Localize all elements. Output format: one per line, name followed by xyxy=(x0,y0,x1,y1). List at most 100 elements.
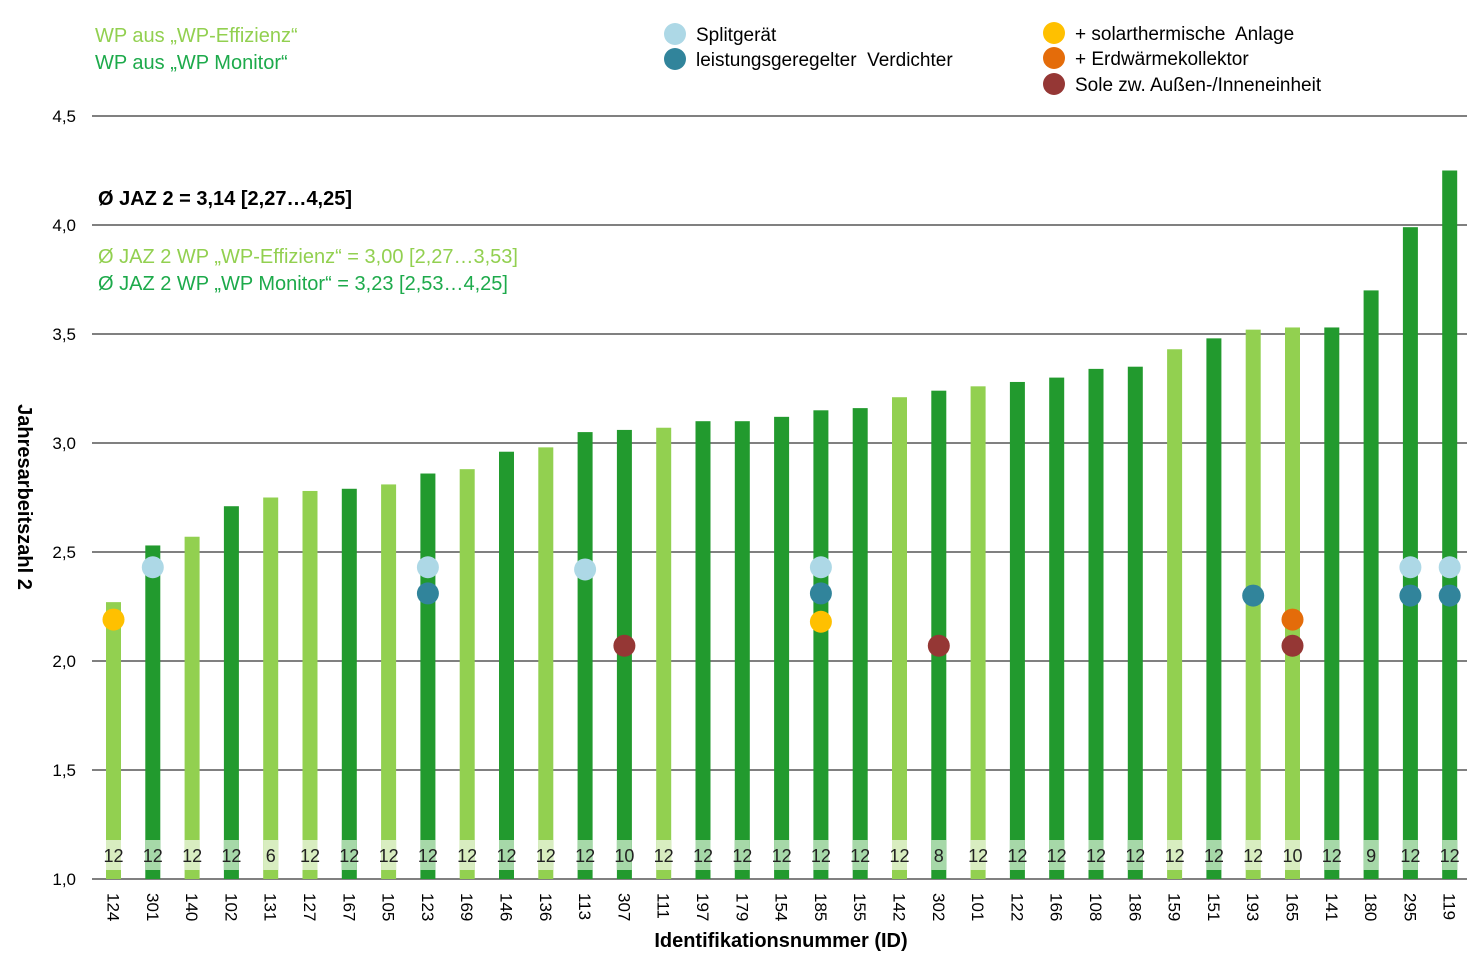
month-count-box xyxy=(813,840,829,870)
bar-167 xyxy=(341,488,357,879)
marker-solarthermisch-185 xyxy=(809,610,832,633)
bar-142 xyxy=(892,397,907,879)
bar-295 xyxy=(1402,227,1418,879)
x-tick-label-179: 179 xyxy=(732,893,751,921)
month-count-label: 12 xyxy=(732,846,752,866)
bar-185 xyxy=(813,410,829,879)
marker-splitgeraet-301 xyxy=(141,556,164,579)
bar-series xyxy=(106,170,1458,880)
x-tick-label-169: 169 xyxy=(457,893,476,921)
month-count-label: 12 xyxy=(496,846,516,866)
month-count-box xyxy=(459,840,475,870)
month-count-box xyxy=(892,840,907,870)
month-count-label: 12 xyxy=(457,846,477,866)
month-count-box xyxy=(1402,840,1418,870)
month-count-label: 12 xyxy=(1007,846,1027,866)
month-count-box xyxy=(1127,840,1143,870)
month-count-box xyxy=(381,840,397,870)
bar-127 xyxy=(302,490,318,879)
x-tick-label-102: 102 xyxy=(221,893,240,921)
marker-sole-307 xyxy=(613,634,636,657)
bar-111 xyxy=(656,427,672,879)
month-count-label: 12 xyxy=(418,846,438,866)
y-tick-label: 1,5 xyxy=(52,761,76,780)
month-count-box xyxy=(302,840,318,870)
x-tick-label-301: 301 xyxy=(143,893,162,921)
x-tick-label-111: 111 xyxy=(654,893,673,919)
bar-169 xyxy=(459,469,475,879)
month-count-label: 12 xyxy=(968,846,988,866)
y-tick-label: 1,0 xyxy=(52,870,76,889)
month-count-box xyxy=(1442,840,1458,870)
y-axis-title: Jahresarbeitszahl 2 xyxy=(13,404,35,590)
x-tick-label-105: 105 xyxy=(379,893,398,921)
x-tick-label-186: 186 xyxy=(1125,893,1144,921)
bar-102 xyxy=(223,506,239,879)
month-count-label: 12 xyxy=(143,846,163,866)
month-count-label: 12 xyxy=(1125,846,1145,866)
month-count-label: 12 xyxy=(811,846,831,866)
bar-146 xyxy=(499,451,514,879)
bar-122 xyxy=(1009,381,1025,879)
x-tick-label-124: 124 xyxy=(104,893,123,921)
month-count-label: 10 xyxy=(1282,846,1302,866)
month-count-label: 12 xyxy=(221,846,241,866)
month-count-label: 12 xyxy=(1322,846,1342,866)
month-count-box xyxy=(184,840,200,870)
month-count-box xyxy=(1245,840,1261,870)
month-count-box xyxy=(734,840,750,870)
month-count-box xyxy=(1363,840,1379,870)
bar-166 xyxy=(1049,377,1065,879)
y-tick-label: 2,0 xyxy=(52,652,76,671)
month-count-label: 10 xyxy=(614,846,634,866)
y-tick-label: 3,0 xyxy=(52,434,76,453)
marker-splitgeraet-185 xyxy=(809,556,832,579)
month-count-box xyxy=(656,840,672,870)
annotation-avg-effizienz: Ø JAZ 2 WP „WP-Effizienz“ = 3,00 [2,27…3… xyxy=(98,246,518,268)
legend-wp-effizienz: WP aus „WP-Effizienz“ xyxy=(95,25,298,47)
marker-splitgeraet-123 xyxy=(416,556,439,579)
month-count-box xyxy=(145,840,161,870)
month-count-label: 12 xyxy=(693,846,713,866)
marker-leistungsgeregelt-119 xyxy=(1438,584,1461,607)
x-axis-title: Identifikationsnummer (ID) xyxy=(654,930,907,952)
month-count-label: 12 xyxy=(1440,846,1460,866)
marker-sole-165 xyxy=(1281,634,1304,657)
x-tick-label-119: 119 xyxy=(1440,893,1459,920)
month-count-box xyxy=(774,840,790,870)
marker-sole-302 xyxy=(927,634,950,657)
month-count-box xyxy=(223,840,239,870)
bar-165 xyxy=(1285,327,1300,880)
x-tick-label-180: 180 xyxy=(1361,893,1380,921)
month-count-labels: 12 12 12 12 6 12 12 12 12 12 12 12 12 10 12 12 12 12 12 12 1… xyxy=(103,840,1460,870)
legend-wp-monitor: WP aus „WP Monitor“ xyxy=(95,52,288,74)
annotation-avg-monitor: Ø JAZ 2 WP „WP Monitor“ = 3,23 [2,53…4,2… xyxy=(98,273,508,295)
marker-leistungsgeregelt-295 xyxy=(1399,584,1422,607)
month-count-label: 12 xyxy=(536,846,556,866)
marker-erdwaerme-165 xyxy=(1281,608,1304,631)
marker-leistungsgeregelt-185 xyxy=(809,582,832,605)
x-tick-label-307: 307 xyxy=(614,893,633,921)
y-tick-label: 2,5 xyxy=(52,543,76,562)
bar-119 xyxy=(1442,170,1458,879)
legend-marker-splitgeraet xyxy=(664,23,686,45)
month-count-label: 12 xyxy=(1204,846,1224,866)
x-tick-label-151: 151 xyxy=(1204,893,1223,921)
x-tick-label-165: 165 xyxy=(1283,893,1302,921)
legend-marker-leistungsgeregelt xyxy=(664,48,686,70)
month-count-label: 12 xyxy=(1243,846,1263,866)
marker-leistungsgeregelt-123 xyxy=(416,582,439,605)
bar-131 xyxy=(263,497,279,879)
legend-marker-solarthermisch xyxy=(1043,22,1065,44)
x-tick-label-142: 142 xyxy=(890,893,909,921)
month-count-label: 12 xyxy=(300,846,320,866)
x-tick-label-131: 131 xyxy=(261,893,280,921)
legend-label-splitgeraet: Splitgerät xyxy=(696,25,777,46)
month-count-box xyxy=(1049,840,1065,870)
month-count-label: 12 xyxy=(379,846,399,866)
month-count-label: 12 xyxy=(850,846,870,866)
bar-179 xyxy=(734,421,750,879)
bar-141 xyxy=(1324,327,1340,880)
month-count-box xyxy=(341,840,357,870)
month-count-box xyxy=(1324,840,1340,870)
